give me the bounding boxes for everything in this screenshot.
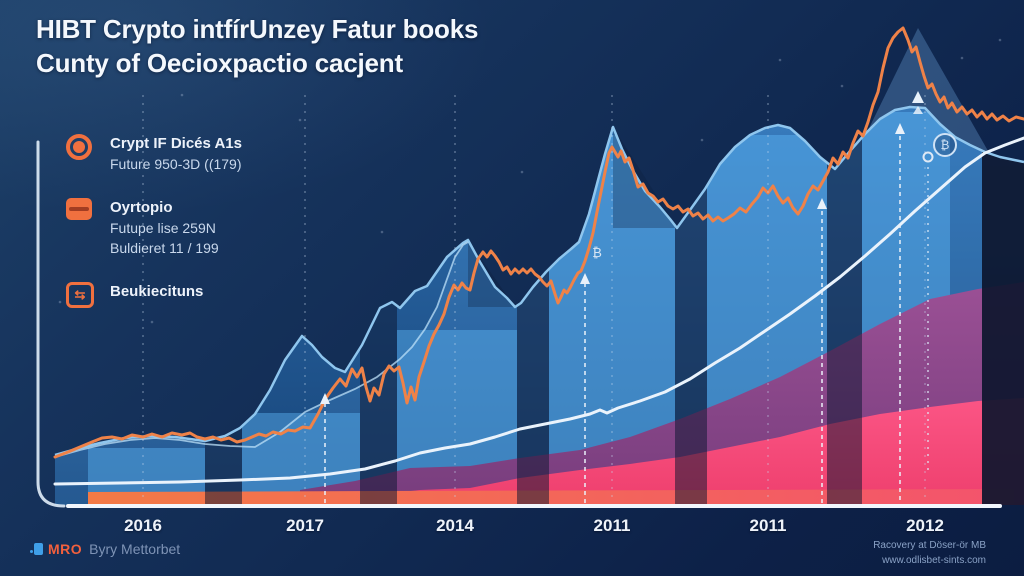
mountain-ridge-line [54, 105, 1024, 457]
legend-title: Beukiecituns [110, 283, 204, 300]
panel-gap [517, 107, 549, 505]
target-circle-icon [66, 134, 96, 160]
star-dot [150, 320, 154, 324]
white-trend-line [53, 136, 1024, 486]
legend-subtitle: Futupe lise 259N [110, 220, 216, 236]
front-ridge-line [54, 241, 469, 458]
x-axis-label: 2014 [436, 516, 474, 535]
legend: Crypt IF Dicés A1s Future 950-3D ((179) … [66, 134, 242, 332]
panel-gap [982, 107, 1024, 505]
legend-title: Oyrtopio [110, 199, 173, 216]
legend-item-crypto: Crypt IF Dicés A1s Future 950-3D ((179) [66, 134, 242, 174]
marker-circle-icon [922, 151, 934, 163]
wallet-icon [66, 198, 96, 220]
x-axis-label: 2012 [906, 516, 944, 535]
star-dot [520, 170, 524, 174]
page-title: HIBT Crypto intfírUnzey Fatur books Cunt… [36, 12, 478, 80]
star-dot [298, 118, 302, 122]
brand-name: Byry Mettorbet [89, 541, 181, 557]
y-axis-line [36, 140, 66, 508]
swap-arrows-icon: ⇆ [66, 282, 96, 308]
bitcoin-glyph-icon: ₿ [592, 246, 602, 261]
title-line-1: HIBT Crypto intfírUnzey Fatur books [36, 14, 479, 44]
star-dot [998, 38, 1002, 42]
star-dot [380, 230, 384, 234]
legend-item-predictions: ⇆ Beukiecituns [66, 282, 242, 308]
legend-subtitle: Buldieret 11 / 199 [110, 240, 219, 256]
legend-title: Crypt IF Dicés A1s [110, 135, 242, 152]
brand-logo-text: MRO [48, 541, 83, 557]
panel-gap [827, 107, 862, 505]
attribution-line: Racovery at Döser-ör MB [873, 540, 986, 551]
star-dot [180, 93, 184, 97]
orange-price-line [53, 26, 1024, 459]
coin-icon [933, 133, 957, 157]
x-axis-labels: 2016 2017 2014 2011 2011 2012 [0, 516, 1024, 546]
panel-gap [675, 107, 707, 505]
panel-gap [360, 107, 397, 505]
title-line-2: Cunty of Oecioxpactio cacjent [36, 48, 403, 78]
up-arrow-head-icon [580, 273, 590, 284]
star-dot [960, 56, 964, 60]
footer-brand: MRO Byry Mettorbet [30, 541, 181, 557]
up-arrow-head-icon [895, 123, 905, 134]
coin-glyph: ₿ [941, 138, 950, 152]
star-dot [700, 138, 704, 142]
star-dot [58, 300, 62, 304]
peak-shadow-facet [613, 127, 677, 228]
star-dot [840, 84, 844, 88]
up-arrow-head-icon [320, 393, 330, 404]
brand-logo-icon [30, 543, 43, 555]
rocket-arrows-icon [913, 106, 923, 114]
star-dot [778, 58, 782, 62]
footer-attribution: Racovery at Döser-ör MB www.odlisbet-sin… [873, 538, 986, 568]
up-arrow-head-icon [817, 198, 827, 209]
bottom-strip [88, 489, 1014, 504]
x-axis-label: 2016 [124, 516, 162, 535]
legend-item-futures: Oyrtopio Futupe lise 259N Buldieret 11 /… [66, 198, 242, 258]
rocket-arrows-icon [912, 91, 924, 103]
attribution-url: www.odlisbet-sints.com [882, 555, 986, 566]
x-axis-label: 2011 [593, 516, 631, 535]
x-axis-label: 2011 [749, 516, 787, 535]
x-axis-label: 2017 [286, 516, 324, 535]
legend-subtitle: Future 950-3D ((179) [110, 156, 242, 172]
